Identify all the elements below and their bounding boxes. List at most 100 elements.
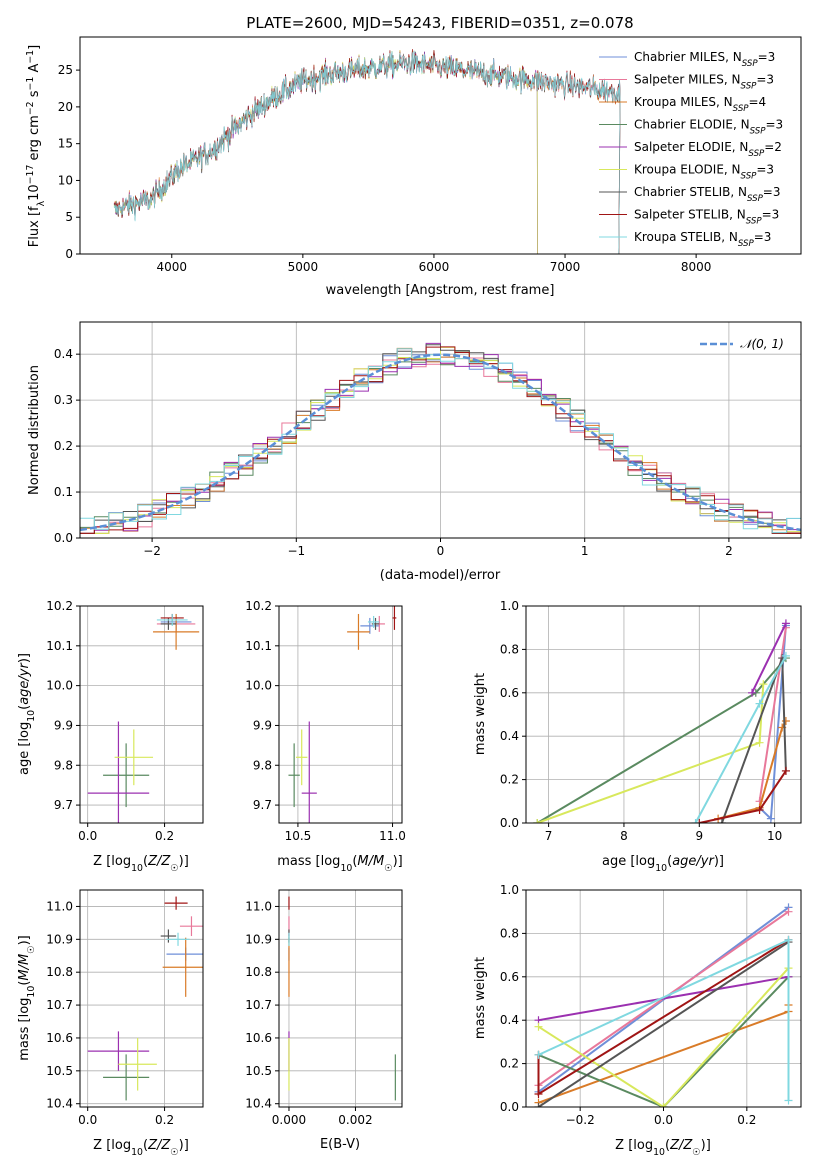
y-tick-label: 10.4 <box>245 1097 272 1111</box>
point-salpeter_elodie <box>87 721 150 823</box>
spectrum-line-kroupa_stelib <box>113 51 621 254</box>
y-tick-label: 10.9 <box>46 932 73 946</box>
weight-marker <box>659 1103 668 1107</box>
y-tick-label: 10.9 <box>245 932 272 946</box>
weight-marker <box>691 819 700 823</box>
x-tick-label: −1 <box>287 544 305 558</box>
axes-frame <box>79 36 802 255</box>
residuals-plot-area <box>80 342 801 534</box>
legend-label: Salpeter ELODIE, NSSP=2 <box>634 140 782 159</box>
weight-marker <box>784 1096 793 1105</box>
point-salpeter_stelib <box>164 896 188 910</box>
legend-label: Salpeter MILES, NSSP=3 <box>634 73 774 92</box>
x-axis-label: Z [log10(Z/Z☉)] <box>615 1138 711 1158</box>
weight-marker <box>534 1103 543 1107</box>
point-kroupa_elodie <box>114 729 154 786</box>
x-tick-label: 10 <box>767 829 782 843</box>
y-tick-label: 9.9 <box>54 718 73 732</box>
weight-marker <box>755 805 764 814</box>
y-tick-label: 9.8 <box>54 758 73 772</box>
x-axis-label: mass [log10(M/M☉)] <box>277 854 403 874</box>
mass_vs_EBV-panel: 0.000 0.002 10.4 10.5 10.6 10.7 10.8 10.9 11.0 E(… <box>245 889 403 1152</box>
y-tick-label: 0.2 <box>54 439 73 453</box>
x-axis-label: wavelength [Angstrom, rest frame] <box>326 283 555 298</box>
mass_vs_Z-panel: 0.0 0.2 10.4 10.5 10.6 10.7 10.8 10.9 11.0 Z [log… <box>17 889 204 1158</box>
point-kroupa_stelib <box>166 932 190 946</box>
y-tick-label: 10.1 <box>245 639 272 653</box>
spectrum-line-salpeter_miles <box>113 50 621 254</box>
axes-frame <box>525 605 802 824</box>
legend-label: Salpeter STELIB, NSSP=3 <box>634 208 779 227</box>
weight-marker <box>784 935 793 944</box>
histogram-kroupa_stelib <box>80 348 801 534</box>
point-salpeter_elodie <box>87 1031 150 1071</box>
spectrum-line-chabrier_stelib <box>113 50 621 254</box>
y-tick-label: 0 <box>65 247 73 261</box>
x-tick-label: 5000 <box>288 260 319 274</box>
y-tick-label: 5 <box>65 210 73 224</box>
point-chabrier_elodie <box>288 743 300 808</box>
age_vs_mass-plot-area <box>288 606 397 823</box>
weight-marker <box>755 699 764 708</box>
weight-marker <box>755 738 764 747</box>
x-tick-label: 0.2 <box>155 1113 174 1127</box>
weight-line-kroupa_elodie <box>537 967 790 1107</box>
x-axis-label: age [log10(age/yr)] <box>602 854 724 874</box>
legend-label: Kroupa MILES, NSSP=4 <box>634 95 766 114</box>
y-tick-label: 25 <box>58 63 73 77</box>
x-axis-label: Z [log10(Z/Z☉)] <box>93 1138 189 1158</box>
weight-marker <box>748 688 757 697</box>
figure-title: PLATE=2600, MJD=54243, FIBERID=0351, z=0… <box>246 14 633 32</box>
legend-label: Chabrier ELODIE, NSSP=3 <box>634 118 783 137</box>
y-tick-label: 9.7 <box>54 798 73 812</box>
y-tick-label: 0.4 <box>54 347 73 361</box>
y-tick-label: 0.8 <box>500 926 519 940</box>
y-tick-label: 0.3 <box>54 393 73 407</box>
x-tick-label: −0.2 <box>566 1113 595 1127</box>
y-tick-label: 10.0 <box>245 679 272 693</box>
y-tick-label: 9.8 <box>253 758 272 772</box>
point-salpeter_miles <box>179 916 203 937</box>
weight-marker <box>717 819 726 823</box>
axes-frame <box>278 889 403 1108</box>
x-tick-label: 0.0 <box>78 829 97 843</box>
point-kroupa_stelib <box>156 613 188 626</box>
y-tick-label: 10.6 <box>245 1031 272 1045</box>
x-tick-label: 0.2 <box>155 829 174 843</box>
legend-label: Kroupa ELODIE, NSSP=3 <box>634 163 774 182</box>
axes-frame <box>79 889 204 1108</box>
point-kroupa_elodie <box>296 729 308 786</box>
x-tick-label: 10.5 <box>285 829 312 843</box>
y-tick-label: 10.1 <box>46 639 73 653</box>
y-axis-label: Normed distribution <box>27 365 42 495</box>
y-tick-label: 0.6 <box>500 970 519 984</box>
weight-marker <box>534 1050 543 1059</box>
y-tick-label: 0.2 <box>500 1057 519 1071</box>
legend-label: Chabrier STELIB, NSSP=3 <box>634 185 781 204</box>
age_vs_Z-plot-area <box>87 613 200 823</box>
x-tick-label: 2 <box>725 544 733 558</box>
point-salpeter_elodie <box>301 721 317 823</box>
y-tick-label: 0.1 <box>54 485 73 499</box>
weight_vs_age-plot-area <box>533 619 790 823</box>
legend-label: 𝒩(0, 1) <box>740 337 784 351</box>
weight-marker <box>781 717 790 726</box>
y-axis-label: mass [log10(M/M☉)] <box>17 935 37 1061</box>
weight-marker <box>781 651 790 660</box>
y-tick-label: 0.0 <box>500 1100 519 1114</box>
point-kroupa_miles <box>162 937 203 997</box>
weight-line-chabrier_elodie <box>536 657 787 823</box>
y-tick-label: 9.9 <box>253 718 272 732</box>
weight-marker <box>784 907 793 916</box>
age_vs_Z-panel: 0.0 0.2 9.7 9.8 9.9 10.0 10.1 10.2 Z [log10(Z/Z☉… <box>17 599 204 874</box>
legend-label: Kroupa STELIB, NSSP=3 <box>634 230 771 249</box>
y-tick-label: 10.5 <box>245 1064 272 1078</box>
x-tick-label: 0.0 <box>654 1113 673 1127</box>
x-tick-label: 4000 <box>156 260 187 274</box>
y-tick-label: 0.0 <box>54 531 73 545</box>
x-tick-label: 6000 <box>419 260 450 274</box>
weight-marker <box>759 680 768 689</box>
y-tick-label: 0.6 <box>500 686 519 700</box>
y-tick-label: 0.2 <box>500 773 519 787</box>
